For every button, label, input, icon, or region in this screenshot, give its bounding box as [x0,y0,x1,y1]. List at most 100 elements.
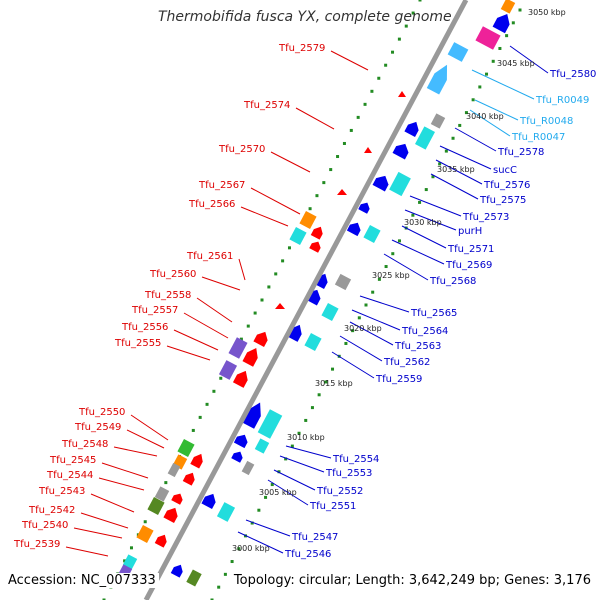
label-leader-line [330,50,369,71]
gene-feature-cyan[interactable] [415,126,435,150]
gene-feature-gray[interactable] [154,486,170,502]
gene-label-right: Tfu_2554 [332,454,379,465]
gene-feature-red[interactable] [242,345,261,367]
left-tick-mark [308,207,312,211]
label-leader-line [349,321,394,346]
gene-feature-red[interactable] [310,224,325,240]
gene-feature-olive[interactable] [186,569,202,587]
label-leader-line [474,99,519,121]
gene-feature-orange[interactable] [500,0,516,14]
gene-feature-cyan[interactable] [122,554,138,570]
left-tick-mark [329,168,333,172]
genome-summary: Topology: circular; Length: 3,642,249 bp… [230,573,594,588]
label-leader-line [383,253,429,281]
gene-feature-cyan[interactable] [321,303,339,321]
gene-feature-cyan[interactable] [389,171,411,197]
gene-feature-red[interactable] [154,532,169,548]
right-tick-mark [250,521,254,525]
right-tick-mark [384,265,388,269]
right-tick-mark [411,213,415,217]
gene-feature-olive[interactable] [147,497,165,515]
gene-feature-cyan[interactable] [289,227,307,245]
gene-label-right: Tfu_2575 [479,195,526,206]
gene-feature-gray[interactable] [167,462,181,478]
left-tick-mark [191,428,195,432]
gene-label-left: Tfu_2539 [13,539,60,550]
gene-feature-magenta[interactable] [475,26,501,50]
gene-feature-purple[interactable] [218,360,238,380]
label-leader-line [454,127,497,152]
gene-label-left: Tfu_2560 [149,269,196,280]
gene-feature-gray[interactable] [334,273,352,291]
gene-feature-red[interactable] [309,239,323,253]
gene-feature-red[interactable] [337,189,347,195]
gene-feature-red[interactable] [398,91,406,97]
gene-feature-lightblue[interactable] [426,61,453,95]
gene-feature-blue[interactable] [404,119,421,137]
label-leader-line [173,329,219,351]
right-tick-mark [397,239,401,243]
gene-feature-lightblue[interactable] [447,42,469,62]
gene-feature-red[interactable] [364,147,372,153]
gene-feature-red[interactable] [163,505,180,523]
gene-label-right: Tfu_2563 [394,341,441,352]
gene-feature-blue[interactable] [346,220,363,237]
gene-feature-red[interactable] [190,451,205,469]
label-leader-line [73,527,123,539]
gene-feature-orange[interactable] [136,525,154,543]
gene-feature-purple[interactable] [228,337,248,359]
gene-feature-blue[interactable] [286,322,305,342]
left-tick-mark [342,141,346,145]
gene-feature-red[interactable] [182,470,197,486]
gene-feature-gray[interactable] [241,460,255,476]
gene-labels: Tfu_2579 Tfu_2574 Tfu_2570 Tfu_2567 Tfu_2566… [13,43,596,560]
gene-label-right: Tfu_2546 [284,549,331,560]
right-tick-mark [364,303,368,307]
label-leader-line [245,519,291,537]
gene-label-right: Tfu_2568 [429,276,476,287]
gene-feature-blue[interactable] [170,562,185,578]
gene-label-right: Tfu_2559 [375,374,422,385]
gene-feature-red[interactable] [275,303,285,309]
label-leader-line [391,239,445,265]
right-tick-mark [284,457,288,461]
gene-feature-blue[interactable] [233,432,250,449]
label-leader-line [196,297,233,323]
right-tick-mark [237,547,241,551]
gene-feature-cyan[interactable] [254,438,270,454]
gene-label-left: Tfu_2570 [218,144,265,155]
gene-feature-cyan[interactable] [257,409,283,439]
gene-feature-blue[interactable] [241,399,267,429]
gene-feature-blue[interactable] [201,491,218,509]
left-tick-mark [123,559,127,563]
right-tick-mark [310,406,314,410]
gene-feature-cyan[interactable] [216,502,236,522]
right-tick-mark [217,585,221,589]
gene-feature-green[interactable] [177,439,195,457]
gene-feature-blue[interactable] [231,449,245,463]
gene-feature-red[interactable] [232,368,251,388]
gene-feature-cyan[interactable] [304,333,322,351]
gene-label-left: Tfu_2574 [243,100,290,111]
gene-feature-red[interactable] [171,491,185,505]
right-tick-mark [451,136,455,140]
gene-feature-blue[interactable] [372,173,392,192]
left-tick-mark [315,194,319,198]
scale-label: 3000 kbp [232,544,270,553]
gene-feature-blue[interactable] [358,200,372,214]
label-leader-line [201,276,241,291]
right-tick-mark [324,380,328,384]
gene-feature-gray[interactable] [430,113,446,129]
gene-feature-orange[interactable] [299,211,317,229]
right-tick-mark [505,34,509,38]
left-tick-mark [404,24,408,28]
gene-label-right: Tfu_2562 [383,357,430,368]
right-tick-mark [210,598,214,600]
label-leader-line [238,258,246,281]
gene-feature-blue[interactable] [492,11,514,34]
gene-feature-red[interactable] [253,329,270,347]
gene-feature-blue[interactable] [392,141,412,160]
label-leader-line [270,151,311,173]
gene-feature-cyan[interactable] [363,225,381,243]
left-tick-mark [397,37,401,41]
